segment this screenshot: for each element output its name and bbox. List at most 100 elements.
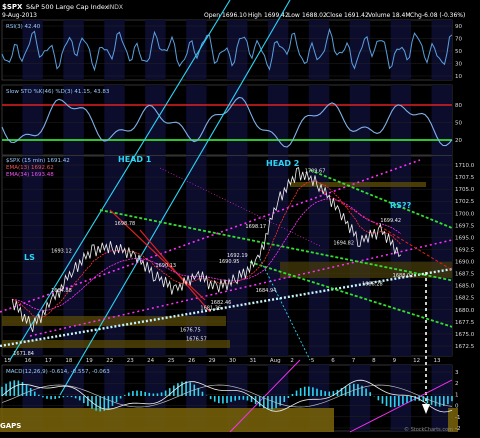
day-shade [186,20,206,80]
macd-bar [382,396,384,404]
macd-bar [177,383,179,396]
price-tick-label: 1705.0 [455,187,475,193]
macd-bar [144,392,146,396]
price-annotation: 1682.46 [211,300,232,306]
macd-bar [1,387,3,396]
macd-tick-label: 3 [455,370,459,376]
day-shade [350,85,370,155]
price-axis: 1710.01707.51705.01702.51700.01697.51695… [455,163,475,350]
rsi-tick-label: 10 [455,74,462,80]
x-tick-label: 12 [413,358,420,364]
macd-bar [63,396,65,397]
x-tick-label: 24 [147,358,154,364]
macd-bar [148,393,150,396]
macd-bar [120,396,122,398]
price-annotation: 1684.88 [51,288,72,294]
macd-bar [18,381,20,396]
macd-bar [345,386,347,396]
macd-bar [75,396,77,398]
macd-tick-label: -2 [455,426,460,432]
macd-bar [394,396,396,407]
x-tick-label: 13 [434,358,441,364]
macd-bar [99,396,101,411]
x-tick-label: 30 [229,358,236,364]
price-tick-label: 1710.0 [455,163,475,169]
macd-bar [222,396,224,404]
macd-tick-label: 1 [455,392,459,398]
day-shade [391,20,411,80]
price-annotation: 1671.84 [13,351,34,357]
day-shade [22,85,42,155]
macd-bar [349,385,351,396]
price-legend-ema34: EMA(34) 1693.48 [6,172,54,178]
sto-tick-label: 80 [455,103,462,109]
macd-bar [198,388,200,396]
x-tick-label: 6 [331,358,335,364]
day-shade [227,20,247,80]
rsi-tick-label: 50 [455,49,462,55]
day-shade [391,85,411,155]
close-value: 1691.42 [344,12,369,19]
macd-bar [406,396,408,403]
volume-label: Volume [368,12,391,19]
rsi-tick-label: 90 [455,24,462,30]
head2-label: HEAD 2 [266,159,299,168]
macd-bar [414,396,416,401]
macd-bar [112,396,114,406]
macd-bar [296,391,298,396]
macd-bar [271,396,273,409]
macd-bar [218,396,220,403]
close-label: Close [326,12,343,19]
high-value: 1699.42 [264,12,289,19]
day-shade [268,156,288,356]
macd-bar [132,391,134,396]
macd-bar [247,396,249,400]
day-shade [268,20,288,80]
x-tick-label: 17 [45,358,52,364]
price-annotation: 1694.82 [333,240,354,246]
macd-bar [226,396,228,403]
price-tick-label: 1685.0 [455,284,475,290]
open-label: Open [204,12,220,19]
macd-bar [378,396,380,400]
price-tick-label: 1682.5 [455,296,475,302]
macd-bar [116,396,118,402]
macd-bar [140,391,142,396]
day-shade [268,85,288,155]
day-shade [350,365,370,431]
macd-bar [189,382,191,396]
price-annotation: 1688.02 [393,273,414,279]
head1-label: HEAD 1 [118,155,152,164]
price-annotation: 1681.26 [200,306,221,312]
price-tick-label: 1692.5 [455,247,475,253]
price-tick-label: 1702.5 [455,199,475,205]
macd-bar [328,392,330,396]
macd-bar [136,391,138,396]
macd-bar [128,393,130,396]
macd-bar [447,396,449,404]
macd-bar [26,385,28,396]
price-annotation: 1686.28 [362,281,383,287]
price-tick-label: 1695.0 [455,235,475,241]
macd-legend: MACD(12,26,9) -0.614, -0.557, -0.063 [6,369,110,375]
macd-bar [67,396,69,397]
macd-bar [71,396,73,397]
macd-bar [304,387,306,396]
volume-value: 18.4M [392,12,411,19]
macd-bar [165,391,167,396]
price-tick-label: 1690.0 [455,260,475,266]
macd-bar [87,396,89,406]
macd-bar [365,389,367,396]
rsi-legend: RSI(3) 42.40 [6,24,41,30]
macd-bar [435,396,437,406]
macd-tick-label: 0 [455,404,459,410]
macd-bar [5,384,7,396]
price-annotation: 1698.78 [115,221,136,227]
sto-legend: Slow STO %K(46) %D(3) 41.15, 43.83 [6,89,110,95]
macd-bar [42,396,44,397]
day-shade [227,85,247,155]
high-label: High [248,12,262,19]
price-annotation: 1693.12 [51,248,72,254]
